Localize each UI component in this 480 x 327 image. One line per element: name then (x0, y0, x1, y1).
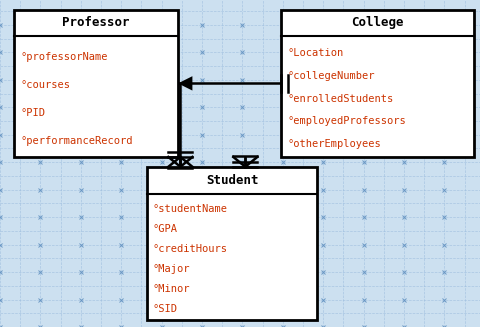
Text: °Major: °Major (153, 264, 190, 274)
Text: °PID: °PID (21, 108, 46, 118)
Text: °courses: °courses (21, 80, 71, 90)
Text: Professor: Professor (62, 16, 130, 29)
Text: °professorName: °professorName (21, 52, 108, 62)
Bar (14, 10, 178, 157)
Text: °GPA: °GPA (153, 224, 178, 234)
Text: College: College (350, 16, 403, 29)
Text: °Minor: °Minor (153, 284, 190, 294)
Text: °employedProfessors: °employedProfessors (287, 116, 406, 127)
Text: °collegeNumber: °collegeNumber (287, 71, 374, 81)
Text: °performanceRecord: °performanceRecord (21, 136, 133, 146)
Bar (146, 167, 317, 320)
Bar (281, 10, 473, 157)
Text: °Location: °Location (287, 48, 343, 58)
Polygon shape (178, 76, 192, 91)
Text: °enrolledStudents: °enrolledStudents (287, 94, 393, 104)
Text: °creditHours: °creditHours (153, 244, 228, 254)
Text: Student: Student (205, 174, 258, 187)
Text: °SID: °SID (153, 304, 178, 314)
Text: °otherEmployees: °otherEmployees (287, 139, 381, 149)
Text: °studentName: °studentName (153, 204, 228, 214)
